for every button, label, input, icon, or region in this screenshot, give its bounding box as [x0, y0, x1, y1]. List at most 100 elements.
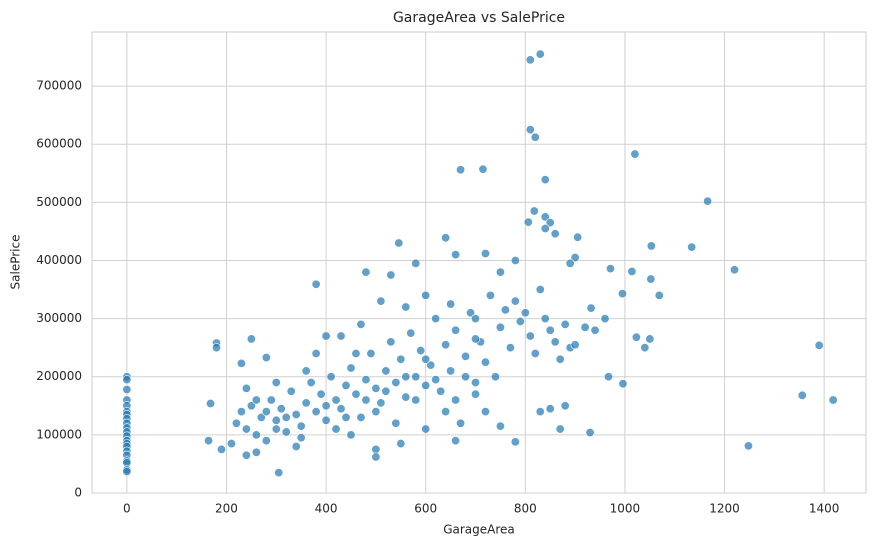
point	[336, 404, 346, 414]
point	[331, 424, 341, 434]
point	[550, 229, 560, 239]
point	[560, 401, 570, 411]
point	[411, 372, 421, 382]
point	[814, 340, 824, 350]
point	[236, 407, 246, 417]
point	[535, 407, 545, 417]
point	[530, 132, 540, 142]
point	[206, 398, 216, 408]
point	[411, 258, 421, 268]
point	[212, 343, 222, 353]
point	[346, 363, 356, 373]
point	[510, 437, 520, 447]
point	[241, 450, 251, 460]
point	[251, 395, 261, 405]
point	[640, 343, 650, 353]
point	[466, 308, 476, 318]
point	[654, 290, 664, 300]
point	[500, 305, 510, 315]
y-tick-label: 200000	[36, 369, 82, 383]
point	[471, 334, 481, 344]
point	[376, 296, 386, 306]
y-tick-label: 500000	[36, 195, 82, 209]
point	[326, 372, 336, 382]
point	[291, 410, 301, 420]
point	[590, 325, 600, 335]
point	[535, 285, 545, 295]
point	[451, 436, 461, 446]
point	[426, 360, 436, 370]
point	[565, 258, 575, 268]
point	[627, 267, 637, 277]
point	[386, 337, 396, 347]
point	[480, 248, 490, 258]
point	[311, 348, 321, 358]
point	[471, 314, 481, 324]
x-tick-label: 600	[414, 502, 437, 516]
y-tick-label: 300000	[36, 311, 82, 325]
point	[411, 395, 421, 405]
point	[122, 375, 132, 385]
point	[251, 430, 261, 440]
point	[421, 290, 431, 300]
point	[361, 375, 371, 385]
point	[371, 452, 381, 462]
point	[366, 348, 376, 358]
point	[617, 289, 627, 299]
point	[261, 407, 271, 417]
point	[529, 206, 539, 216]
point	[406, 328, 416, 338]
point	[301, 366, 311, 376]
point	[251, 447, 261, 457]
point	[356, 412, 366, 422]
point	[646, 274, 656, 284]
point	[441, 407, 451, 417]
point	[346, 430, 356, 440]
point	[401, 302, 411, 312]
point	[351, 348, 361, 358]
point	[391, 418, 401, 428]
point	[441, 233, 451, 243]
point	[236, 358, 246, 368]
point	[743, 441, 753, 451]
point	[570, 253, 580, 263]
point	[274, 468, 284, 478]
point	[401, 372, 411, 382]
point	[490, 372, 500, 382]
point	[535, 49, 545, 59]
point	[525, 331, 535, 341]
point	[371, 407, 381, 417]
point	[336, 331, 346, 341]
x-tick-label: 1200	[709, 502, 740, 516]
point	[341, 380, 351, 390]
point	[421, 424, 431, 434]
point	[618, 379, 628, 389]
point	[573, 232, 583, 242]
point	[478, 164, 488, 174]
point	[545, 218, 555, 228]
point	[441, 340, 451, 350]
y-tick-label: 100000	[36, 427, 82, 441]
point	[421, 380, 431, 390]
point	[560, 319, 570, 329]
point	[451, 395, 461, 405]
point	[331, 395, 341, 405]
point	[603, 372, 613, 382]
point	[510, 296, 520, 306]
point	[461, 372, 471, 382]
point	[401, 392, 411, 402]
point	[605, 264, 615, 274]
point	[431, 375, 441, 385]
point	[645, 334, 655, 344]
plot-area	[91, 31, 867, 494]
point	[730, 265, 740, 275]
point	[436, 386, 446, 396]
point	[391, 378, 401, 388]
point	[525, 55, 535, 65]
point	[256, 412, 266, 422]
y-tick-label: 600000	[36, 137, 82, 151]
x-tick-label: 1000	[610, 502, 641, 516]
point	[311, 407, 321, 417]
point	[451, 250, 461, 260]
